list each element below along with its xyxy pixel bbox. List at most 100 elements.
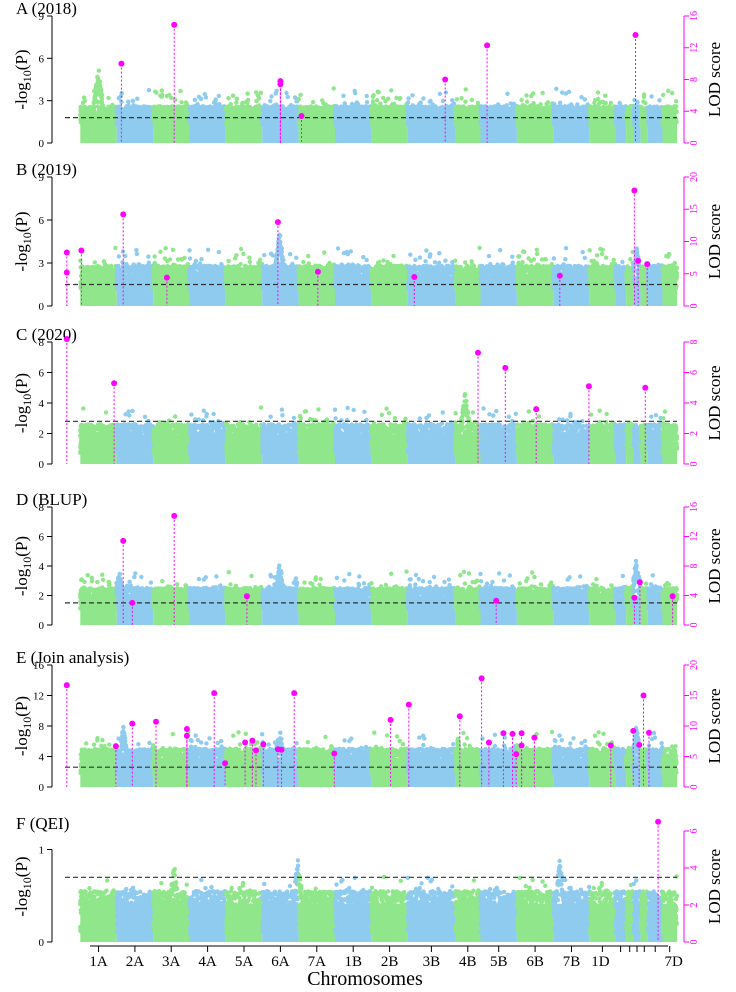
- snp-point: [353, 91, 358, 96]
- snp-point: [364, 100, 370, 105]
- snp-point: [595, 90, 601, 95]
- snp-point: [437, 111, 442, 117]
- snp-point: [540, 90, 545, 96]
- snp-point: [254, 98, 259, 104]
- snp-point: [118, 94, 124, 99]
- snp-point: [519, 97, 524, 103]
- snp-point: [97, 79, 102, 84]
- snp-point: [601, 108, 607, 114]
- snp-point: [469, 97, 475, 103]
- snp-point: [108, 110, 114, 116]
- snp-point: [423, 108, 428, 114]
- snp-point: [578, 105, 583, 110]
- snp-point: [405, 100, 411, 105]
- snp-point: [497, 109, 502, 115]
- snp-point: [370, 99, 376, 104]
- snp-point: [592, 105, 597, 111]
- snp-point: [199, 104, 205, 110]
- snp-point: [234, 96, 239, 101]
- snp-point: [412, 104, 418, 110]
- snp-point: [269, 94, 274, 99]
- snp-point: [140, 104, 146, 109]
- snp-point: [188, 106, 193, 111]
- snp-point: [326, 104, 331, 110]
- snp-point: [106, 95, 111, 101]
- snp-point: [223, 105, 229, 110]
- snp-point: [520, 107, 525, 113]
- snp-point: [317, 105, 322, 111]
- snp-point: [570, 109, 575, 114]
- snp-point: [135, 96, 140, 101]
- snp-point: [159, 88, 164, 93]
- snp-point: [490, 106, 496, 111]
- snp-point: [406, 96, 411, 101]
- snp-point: [203, 107, 209, 112]
- snp-point: [274, 88, 279, 94]
- snp-point: [272, 105, 277, 110]
- snp-point: [544, 105, 550, 111]
- snp-point: [130, 105, 136, 110]
- snp-point: [82, 98, 88, 103]
- snp-point: [97, 106, 103, 111]
- snp-point: [355, 105, 360, 111]
- snp-point: [566, 109, 571, 115]
- snp-point: [192, 97, 198, 103]
- snp-point: [394, 95, 399, 101]
- snp-point: [91, 100, 97, 105]
- snp-point: [96, 68, 102, 73]
- snp-density-band: [371, 115, 408, 143]
- snp-point: [310, 100, 316, 105]
- snp-point: [391, 111, 396, 116]
- snp-point: [508, 101, 513, 106]
- snp-point: [341, 104, 347, 109]
- snp-point: [155, 111, 160, 117]
- snp-point: [268, 98, 273, 104]
- snp-point: [246, 97, 251, 103]
- snp-point: [153, 89, 158, 94]
- snp-point: [312, 109, 317, 114]
- snp-point: [450, 98, 455, 103]
- snp-point: [437, 91, 443, 97]
- snp-point: [98, 90, 104, 95]
- snp-point: [230, 93, 236, 98]
- snp-density-band: [225, 115, 263, 143]
- snp-point: [277, 104, 282, 110]
- snp-point: [173, 97, 178, 102]
- snp-point: [381, 109, 386, 115]
- snp-point: [560, 90, 565, 95]
- snp-point: [554, 86, 559, 92]
- snp-density-band: [153, 115, 190, 143]
- snp-point: [94, 89, 99, 95]
- snp-point: [118, 111, 123, 116]
- snp-density-band: [455, 115, 481, 143]
- snp-point: [421, 96, 426, 101]
- snp-point: [383, 99, 388, 104]
- snp-point: [289, 111, 295, 117]
- snp-point: [207, 104, 212, 110]
- snp-point: [341, 93, 346, 99]
- snp-point: [375, 98, 380, 103]
- snp-point: [234, 100, 239, 105]
- snp-point: [529, 93, 534, 99]
- snp-point: [446, 108, 451, 113]
- snp-point: [601, 104, 607, 110]
- snp-point: [226, 96, 231, 101]
- snp-point: [606, 108, 611, 114]
- snp-point: [151, 104, 157, 109]
- snp-point: [431, 109, 436, 115]
- snp-point: [99, 99, 104, 104]
- snp-point: [591, 111, 596, 116]
- snp-point: [555, 105, 560, 110]
- snp-point: [387, 106, 393, 111]
- snp-point: [240, 108, 245, 113]
- snp-point: [219, 105, 224, 110]
- snp-point: [557, 100, 563, 106]
- snp-point: [566, 105, 571, 111]
- snp-point: [501, 104, 507, 109]
- snp-point: [579, 95, 584, 100]
- snp-point: [192, 108, 197, 114]
- snp-point: [146, 106, 151, 111]
- snp-point: [524, 99, 530, 104]
- snp-point: [345, 109, 351, 114]
